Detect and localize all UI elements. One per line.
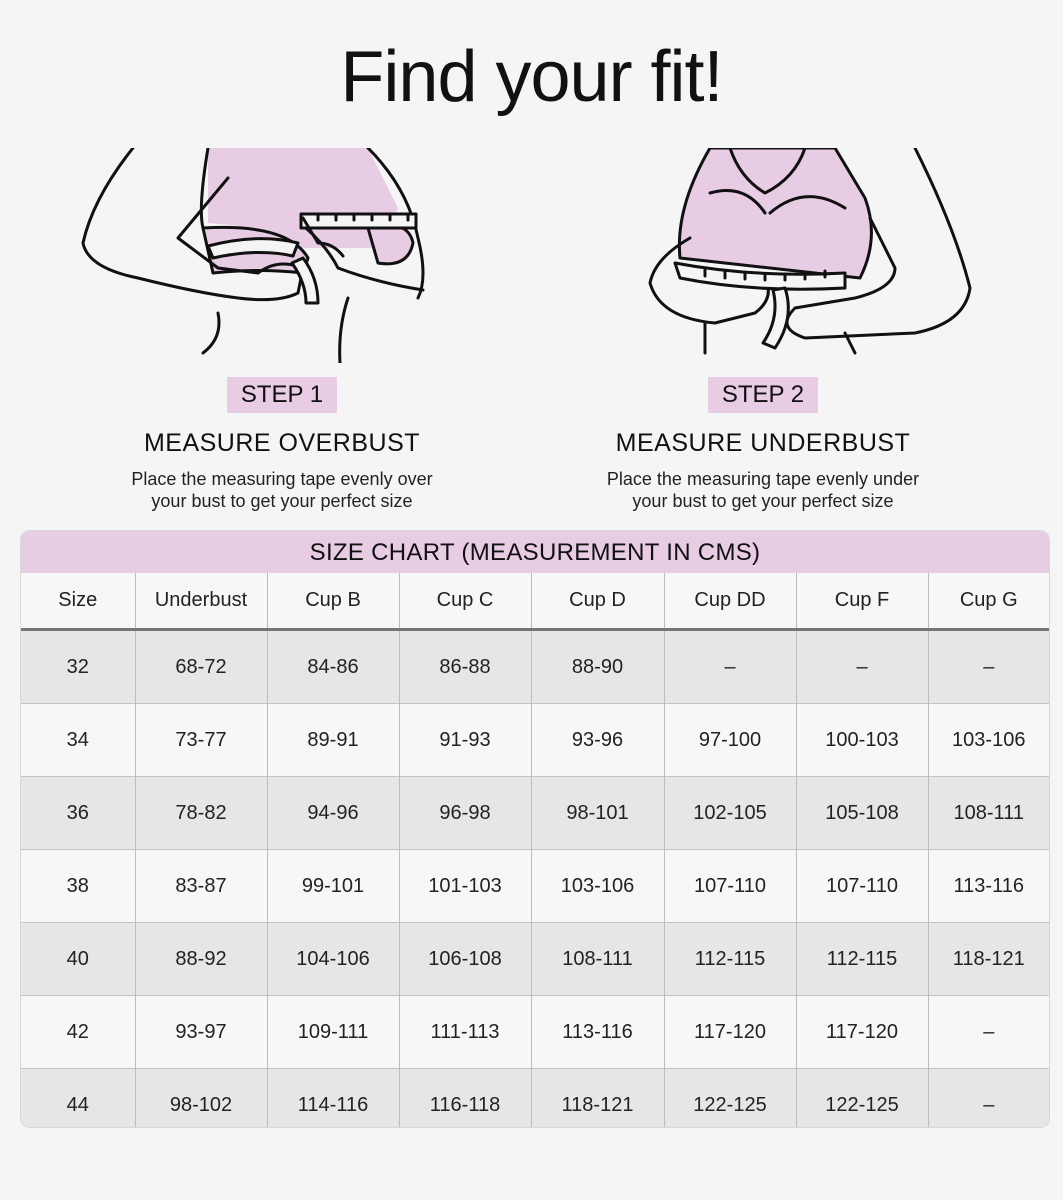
measurement-cell: 84-86: [266, 629, 399, 704]
size-cell: 44: [21, 1068, 135, 1127]
table-row: 34 73-77 89-91 91-93 93-96 97-100 100-103 103-1…: [21, 703, 1049, 777]
overbust-measuring-illustration: [81, 148, 425, 363]
table-row: 38 83-87 99-101 101-103 103-106 107-110 107-11…: [21, 849, 1049, 923]
measurement-cell: 117-120: [663, 995, 796, 1069]
measurement-cell: 106-108: [398, 922, 531, 996]
measurement-cell: 100-103: [795, 703, 928, 777]
measurement-cell: 102-105: [663, 776, 796, 850]
measurement-cell: –: [795, 629, 928, 704]
column-header: Underbust: [134, 573, 267, 631]
measurement-cell: 112-115: [663, 922, 796, 996]
measurement-cell: 91-93: [398, 703, 531, 777]
measurement-cell: 96-98: [398, 776, 531, 850]
step-description-line: your bust to get your perfect size: [151, 491, 413, 511]
measurement-cell: 109-111: [266, 995, 399, 1069]
measurement-cell: 101-103: [398, 849, 531, 923]
size-cell: 42: [21, 995, 135, 1069]
measurement-cell: 118-121: [927, 922, 1049, 996]
measurement-cell: 118-121: [530, 1068, 664, 1127]
column-header: Cup C: [398, 573, 531, 631]
measurement-cell: 114-116: [266, 1068, 399, 1127]
measurement-cell: 122-125: [663, 1068, 796, 1127]
step-description-line: Place the measuring tape evenly over: [131, 469, 433, 489]
measurement-cell: 116-118: [398, 1068, 531, 1127]
measurement-cell: 112-115: [795, 922, 928, 996]
step-heading: MEASURE OVERBUST: [143, 429, 421, 457]
column-header: Size: [21, 573, 135, 631]
measurement-cell: 88-92: [134, 922, 267, 996]
step-heading: MEASURE UNDERBUST: [615, 429, 911, 457]
size-cell: 40: [21, 922, 135, 996]
column-header: Cup G: [927, 573, 1049, 631]
size-cell: 34: [21, 703, 135, 777]
measurement-cell: 111-113: [398, 995, 531, 1069]
step-badge: STEP 1: [226, 377, 338, 413]
measurement-cell: 99-101: [266, 849, 399, 923]
column-header: Cup DD: [663, 573, 796, 631]
size-cell: 38: [21, 849, 135, 923]
measurement-cell: 93-97: [134, 995, 267, 1069]
step-description-line: Place the measuring tape evenly under: [606, 469, 920, 489]
table-row: 36 78-82 94-96 96-98 98-101 102-105 105-108 108…: [21, 776, 1049, 850]
measurement-cell: 105-108: [795, 776, 928, 850]
measurement-cell: 89-91: [266, 703, 399, 777]
measurement-cell: 98-101: [530, 776, 664, 850]
page-title: Find your fit!: [340, 37, 723, 117]
measurement-cell: 108-111: [530, 922, 664, 996]
table-row: 44 98-102 114-116 116-118 118-121 122-125 122-…: [21, 1068, 1049, 1127]
step-description-line: your bust to get your perfect size: [632, 491, 894, 511]
column-header: Cup D: [530, 573, 664, 631]
step-2: STEP 2 MEASURE UNDERBUST Place the measu…: [523, 377, 1003, 512]
measurement-cell: 117-120: [795, 995, 928, 1069]
measurement-cell: –: [927, 1068, 1049, 1127]
measurement-cell: 73-77: [134, 703, 267, 777]
measurement-cell: –: [663, 629, 796, 704]
measurement-cell: 108-111: [927, 776, 1049, 850]
table-row: 32 68-72 84-86 86-88 88-90– – –: [21, 629, 1049, 704]
measurement-cell: 94-96: [266, 776, 399, 850]
step-1: STEP 1 MEASURE OVERBUST Place the measur…: [42, 377, 522, 512]
measurement-cell: 103-106: [530, 849, 664, 923]
column-header: Cup F: [795, 573, 928, 631]
size-chart-title: SIZE CHART (MEASUREMENT IN CMS): [21, 531, 1049, 573]
measurement-cell: 68-72: [134, 629, 267, 704]
measurement-cell: 104-106: [266, 922, 399, 996]
size-chart: SIZE CHART (MEASUREMENT IN CMS) Size Unde…: [20, 530, 1050, 1128]
step-description: Place the measuring tape evenly under yo…: [523, 468, 1003, 512]
measurement-cell: –: [927, 629, 1049, 704]
measurement-cell: 88-90: [530, 629, 664, 704]
step-description: Place the measuring tape evenly over you…: [42, 468, 522, 512]
measurement-cell: 78-82: [134, 776, 267, 850]
measurement-cell: 113-116: [927, 849, 1049, 923]
table-row: 42 93-97 109-111 111-113 113-116 117-120 117-1…: [21, 995, 1049, 1069]
measurement-cell: 122-125: [795, 1068, 928, 1127]
measurement-cell: 107-110: [795, 849, 928, 923]
measurement-cell: 107-110: [663, 849, 796, 923]
underbust-measuring-illustration: [648, 148, 972, 355]
step-badge: STEP 2: [707, 377, 819, 413]
column-header: Cup B: [266, 573, 399, 631]
size-cell: 32: [21, 629, 135, 704]
measurement-cell: 113-116: [530, 995, 664, 1069]
measurement-cell: –: [927, 995, 1049, 1069]
table-row: 40 88-92 104-106 106-108 108-111 112-115 112-1…: [21, 922, 1049, 996]
size-cell: 36: [21, 776, 135, 850]
measurement-cell: 98-102: [134, 1068, 267, 1127]
measurement-cell: 97-100: [663, 703, 796, 777]
measurement-cell: 93-96: [530, 703, 664, 777]
measurement-cell: 83-87: [134, 849, 267, 923]
measurement-cell: 103-106: [927, 703, 1049, 777]
measurement-cell: 86-88: [398, 629, 531, 704]
